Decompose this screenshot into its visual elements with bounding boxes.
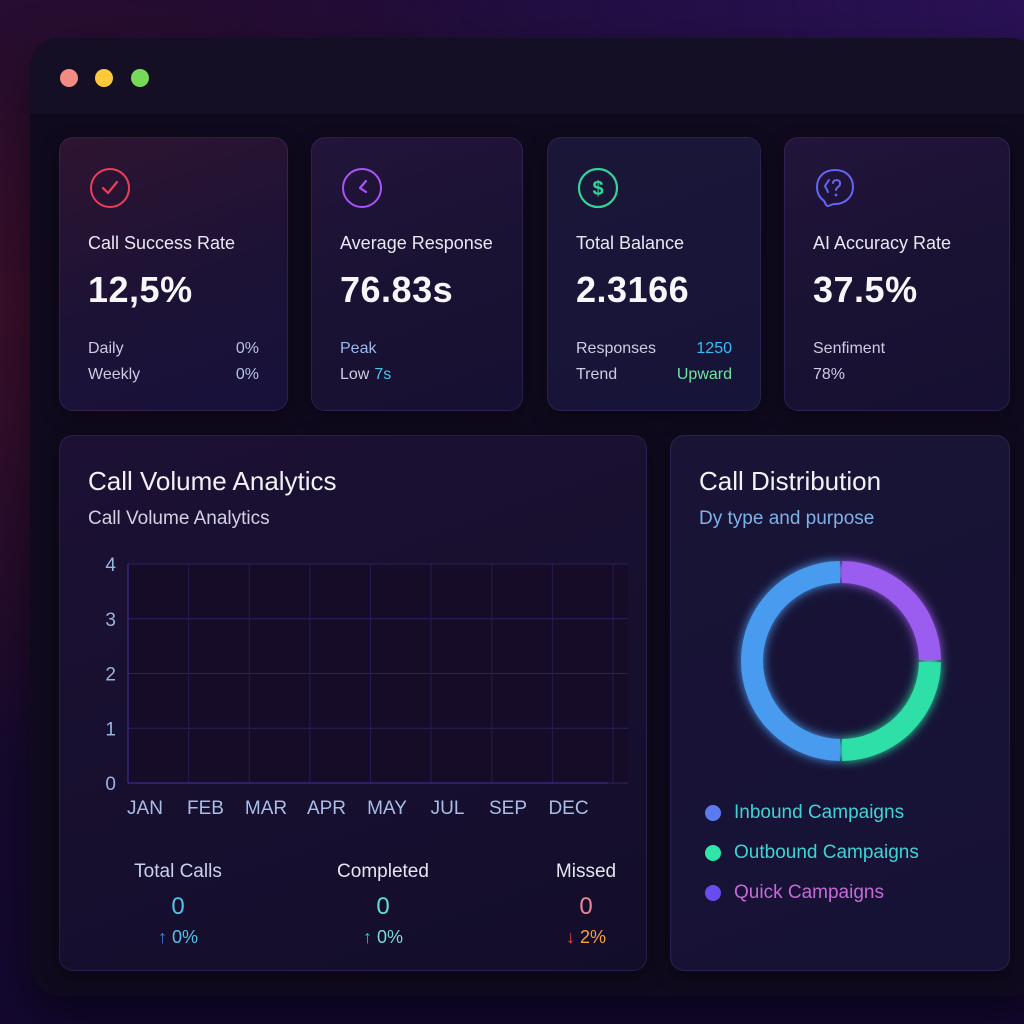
legend-label: Inbound Campaigns (734, 802, 905, 823)
summary-value: 0 (579, 893, 593, 920)
summary-change-value: 2% (580, 927, 607, 947)
summary-value: 0 (376, 893, 390, 920)
y-tick-label: 2 (105, 665, 116, 686)
title-bar (30, 38, 1024, 115)
stat-row-daily: Daily 0% (88, 340, 259, 358)
arrow-up-icon: ↑ (362, 927, 372, 947)
call-volume-panel: Call Volume Analytics Call Volume Analyt… (59, 435, 647, 971)
stat-row-value: 0% (235, 340, 259, 357)
stat-row-label: Daily (88, 340, 124, 357)
distribution-legend: Inbound Campaigns Outbound Campaigns Qui… (705, 793, 919, 913)
summary-label: Missed (555, 861, 617, 882)
ai-question-icon (815, 168, 855, 208)
maximize-window-button[interactable] (131, 69, 149, 87)
legend-label: Quick Campaigns (734, 882, 884, 903)
x-tick-label: DEC (548, 798, 588, 819)
summary-label: Completed (337, 861, 429, 882)
legend-item-outbound[interactable]: Outbound Campaigns (705, 833, 919, 873)
dollar-circle-icon: $ (577, 167, 619, 209)
panel-title: Call Distribution (699, 466, 882, 496)
x-tick-label: SEP (489, 798, 527, 819)
stat-row-sentiment-value: 78% (813, 366, 981, 384)
y-tick-label: 3 (105, 610, 116, 631)
stat-value: 2.3166 (576, 269, 690, 310)
arrow-down-icon: ↓ (565, 927, 575, 947)
close-window-button[interactable] (60, 69, 78, 87)
stat-row-label: Responses (576, 340, 657, 357)
call-distribution-panel: Call Distribution Dy type and purpose In… (670, 435, 1010, 971)
stat-row-trend: Trend Upward (576, 366, 732, 384)
stat-title: Average Response (340, 233, 493, 253)
stat-row-label: Trend (576, 366, 618, 383)
x-tick-label: APR (307, 798, 346, 819)
stat-value: 76.83s (340, 269, 454, 310)
stat-row-value: 0% (235, 366, 259, 383)
legend-dot-icon (705, 805, 721, 821)
x-tick-label: MAY (367, 798, 407, 819)
stat-row-label: 78% (813, 366, 846, 383)
arrow-up-icon: ↑ (157, 927, 167, 947)
donut-segment-quick-campaigns[interactable] (841, 561, 941, 661)
summary-label: Total Calls (134, 861, 222, 882)
x-tick-label: JAN (127, 798, 163, 819)
stat-row-low: Low 7s (340, 366, 494, 384)
stat-row-responses: Responses 1250 (576, 340, 732, 358)
y-tick-label: 0 (105, 774, 116, 795)
legend-item-inbound[interactable]: Inbound Campaigns (705, 793, 919, 833)
stat-card-call-success-rate: Call Success Rate 12,5% Daily 0% Weekly … (59, 137, 288, 411)
stat-row-sentiment: Senfiment (813, 340, 981, 358)
stat-row-value: 1250 (696, 340, 732, 357)
stat-row-label: Weekly (88, 366, 141, 383)
summary-change-value: 0% (377, 927, 404, 947)
donut-segment-inbound-campaigns[interactable] (740, 561, 841, 761)
stat-row-value: Upward (676, 366, 732, 383)
stat-title: Call Success Rate (88, 233, 236, 253)
y-tick-label: 4 (105, 555, 116, 576)
stat-card-ai-accuracy-rate: AI Accuracy Rate 37.5% Senfiment 78% (784, 137, 1010, 411)
summary-value: 0 (171, 893, 185, 920)
minimize-window-button[interactable] (95, 69, 113, 87)
summary-change-value: 0% (172, 927, 199, 947)
x-tick-label: MAR (245, 798, 287, 819)
call-volume-chart: 0 1 2 3 4 JAN FEB MAR APR MAY JUL SEP DEC (105, 555, 628, 819)
legend-item-quick[interactable]: Quick Campaigns (705, 873, 919, 913)
stat-value: 12,5% (88, 269, 193, 310)
x-tick-label: FEB (187, 798, 224, 819)
legend-dot-icon (705, 885, 721, 901)
legend-dot-icon (705, 845, 721, 861)
stat-row-label: Peak (340, 340, 377, 357)
summary-change: ↓ 2% (506, 927, 666, 948)
stat-row-label: Senfiment (813, 340, 886, 357)
y-tick-label: 1 (105, 719, 116, 740)
call-distribution-donut (740, 561, 941, 761)
app-window: Call Success Rate 12,5% Daily 0% Weekly … (30, 38, 1024, 996)
summary-change: ↑ 0% (98, 927, 258, 948)
stat-row-weekly: Weekly 0% (88, 366, 259, 384)
panel-subtitle: Dy type and purpose (699, 508, 875, 529)
summary-total-calls: Total Calls 0 ↑ 0% (98, 861, 258, 948)
summary-missed: Missed 0 ↓ 2% (506, 861, 666, 948)
stat-card-average-response: Average Response 76.83s Peak Low 7s (311, 137, 523, 411)
summary-change: ↑ 0% (303, 927, 463, 948)
stat-title: Total Balance (576, 233, 685, 253)
legend-label: Outbound Campaigns (734, 842, 919, 863)
stat-value: 37.5% (813, 269, 918, 310)
stat-card-total-balance: $ Total Balance 2.3166 Responses 1250 Tr… (547, 137, 761, 411)
panel-title: Call Volume Analytics (88, 466, 337, 496)
clock-icon (342, 168, 382, 208)
stat-row-label: Low (340, 366, 370, 383)
panel-subtitle: Call Volume Analytics (88, 508, 270, 529)
stat-row-value: 7s (374, 366, 392, 383)
stat-row-peak: Peak (340, 340, 494, 358)
check-circle-icon (90, 168, 130, 208)
svg-text:$: $ (592, 178, 603, 200)
summary-completed: Completed 0 ↑ 0% (303, 861, 463, 948)
x-tick-label: JUL (431, 798, 465, 819)
stat-title: AI Accuracy Rate (813, 233, 952, 253)
donut-segment-outbound-campaigns[interactable] (841, 661, 941, 761)
